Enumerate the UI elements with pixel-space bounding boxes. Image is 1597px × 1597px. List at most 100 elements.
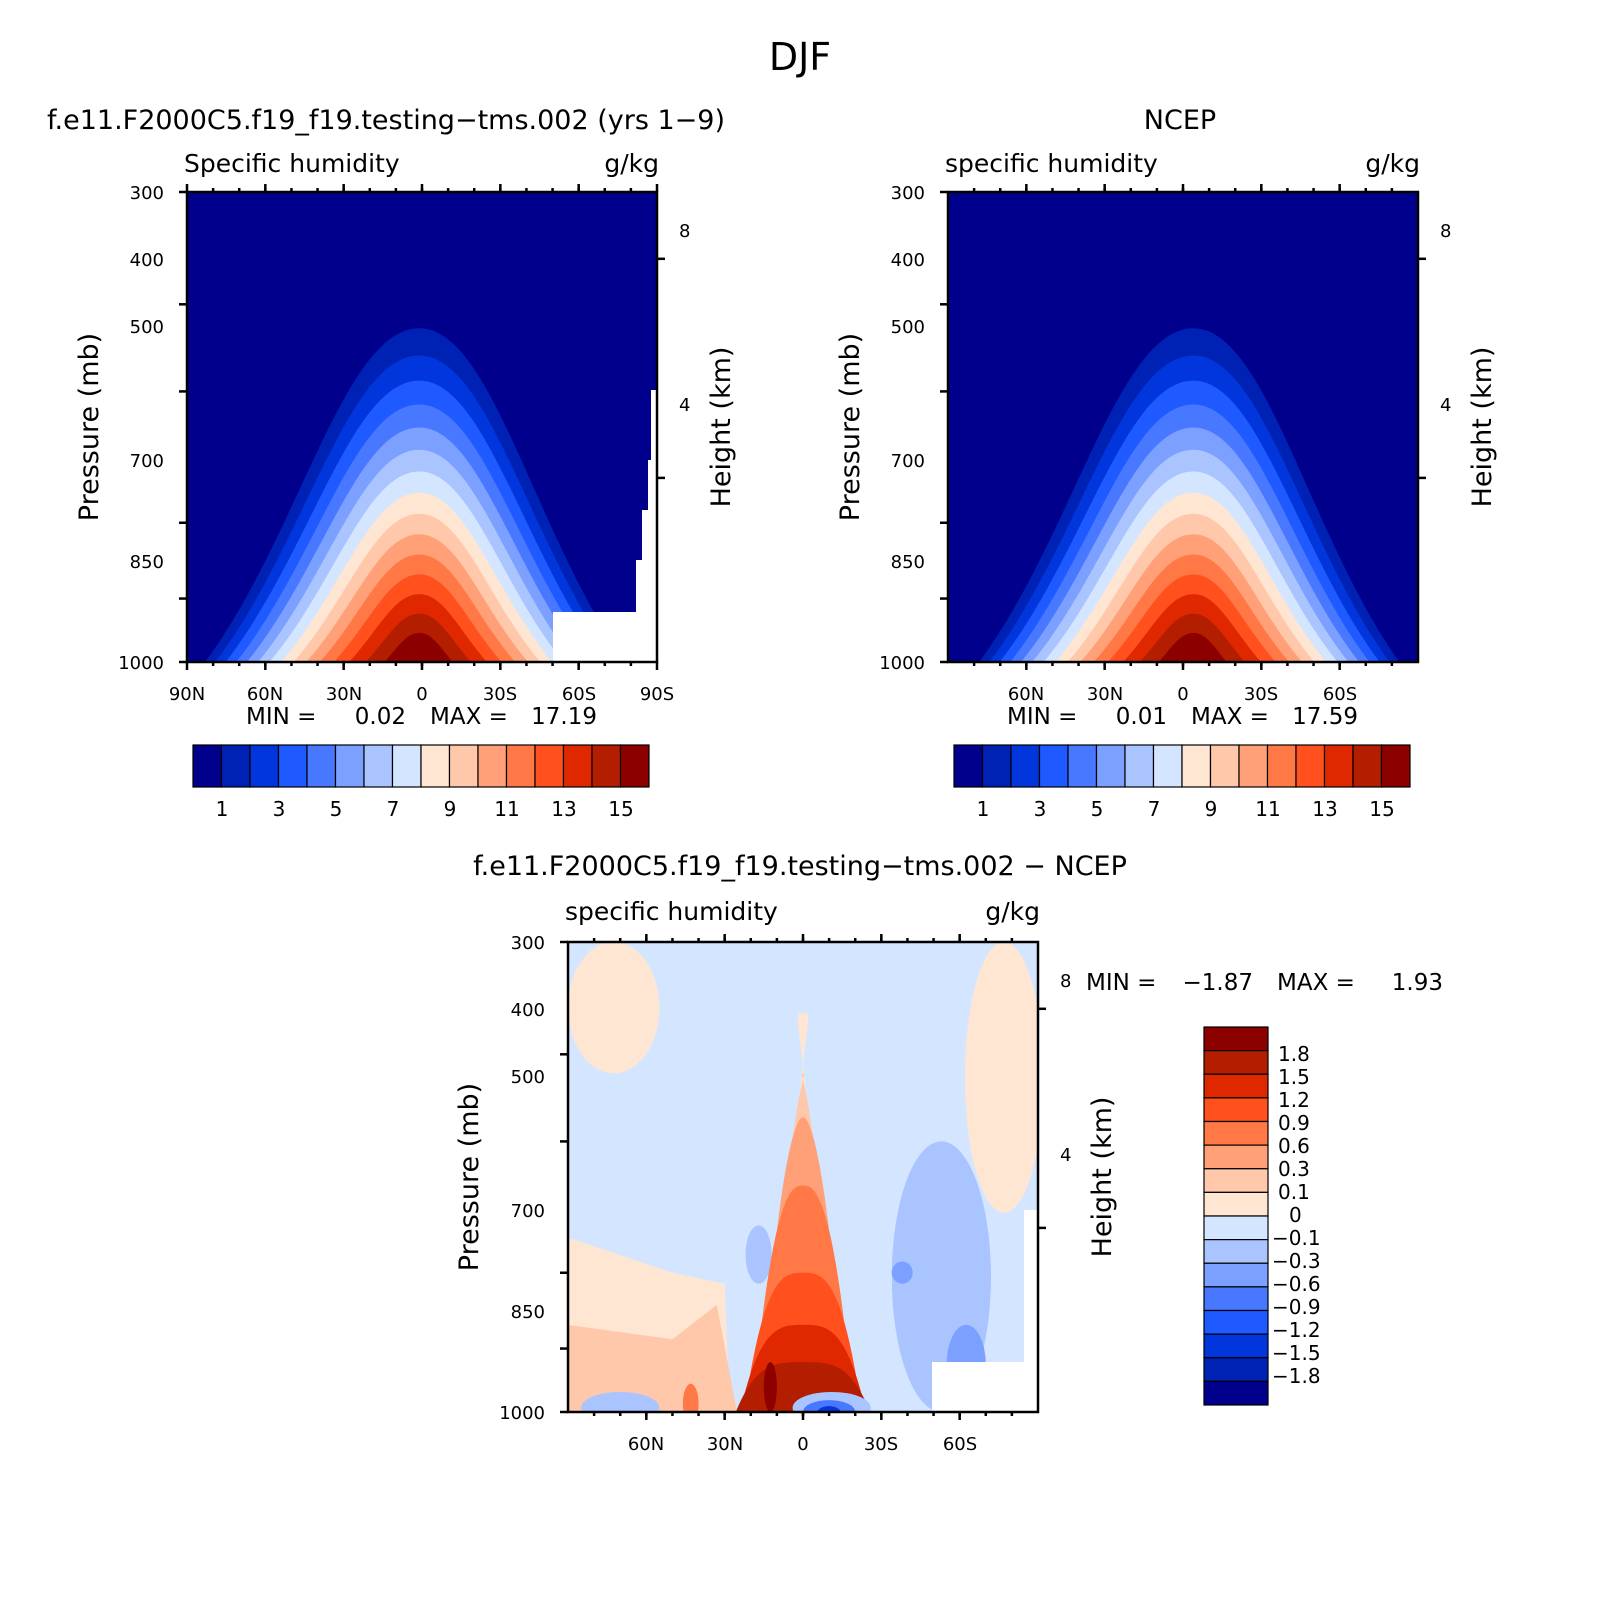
panel-model-missing-edge — [636, 390, 657, 612]
colorbar-box — [1238, 744, 1269, 788]
y-tick-700: 700 — [891, 451, 925, 472]
cbar-label: −1.5 — [1272, 1341, 1321, 1365]
cbar-label: 1.2 — [1278, 1088, 1310, 1112]
panel-model: f.e11.F2000C5.f19_f19.testing−tms.002 (y… — [47, 105, 737, 821]
figure-title: DJF — [769, 35, 831, 79]
panel-diff-ticks — [560, 934, 1046, 1420]
cbar-label: 5 — [1091, 797, 1104, 821]
panel-diff-colorbar — [1203, 1026, 1269, 1406]
cbar-label: 5 — [330, 797, 343, 821]
cbar-label: 9 — [1205, 797, 1218, 821]
colorbar-box — [220, 744, 251, 788]
colorbar-box — [1067, 744, 1098, 788]
colorbar-box — [1323, 744, 1354, 788]
contour-region — [803, 1400, 856, 1412]
colorbar-box — [1203, 1144, 1269, 1170]
colorbar-box — [1203, 1333, 1269, 1359]
x-tick-0: 0 — [797, 1434, 808, 1455]
colorbar-box — [1010, 744, 1041, 788]
colorbar-box — [534, 744, 565, 788]
x-tick-60S: 60S — [562, 684, 596, 705]
panel-diff-title: f.e11.F2000C5.f19_f19.testing−tms.002 − … — [473, 851, 1127, 882]
colorbar-box — [334, 744, 365, 788]
colorbar-box — [448, 744, 479, 788]
right-tick-4: 4 — [1060, 1145, 1071, 1166]
colorbar-box — [1203, 1050, 1269, 1075]
colorbar-box — [1038, 744, 1069, 788]
max-value: 17.19 — [531, 704, 597, 730]
min-value: −1.87 — [1183, 970, 1253, 996]
y-axis-right-label: Height (km) — [706, 347, 737, 508]
colorbar-box — [1295, 744, 1326, 788]
panel-diff-units: g/kg — [985, 897, 1040, 926]
cbar-label: −0.1 — [1272, 1226, 1321, 1250]
colorbar-box — [1203, 1120, 1269, 1146]
y-tick-300: 300 — [130, 183, 164, 204]
right-tick-8: 8 — [1060, 971, 1071, 992]
y-tick-400: 400 — [511, 1000, 545, 1021]
contour-band — [1158, 632, 1227, 662]
panel-difference: f.e11.F2000C5.f19_f19.testing−tms.002 − … — [454, 851, 1443, 1455]
colorbar-box — [1203, 1097, 1269, 1123]
colorbar-box — [619, 744, 650, 788]
cbar-label: 9 — [444, 797, 457, 821]
colorbar-box — [477, 744, 508, 788]
y-tick-700: 700 — [130, 451, 164, 472]
y-tick-850: 850 — [891, 552, 925, 573]
colorbar-box — [1352, 744, 1383, 788]
cbar-label: 0.1 — [1278, 1180, 1310, 1204]
cbar-label: 1.8 — [1278, 1042, 1310, 1066]
colorbar-box — [1380, 744, 1411, 788]
x-tick-60N: 60N — [628, 1434, 664, 1455]
panel-ncep-units: g/kg — [1365, 149, 1420, 178]
x-tick-30N: 30N — [1087, 684, 1123, 705]
y-tick-1000: 1000 — [879, 653, 925, 674]
cbar-label: 0.6 — [1278, 1134, 1310, 1158]
contour-region — [745, 1225, 772, 1284]
contour-region — [568, 1304, 737, 1412]
contour-region — [568, 942, 660, 1074]
colorbar-box — [1209, 744, 1240, 788]
contour-band — [384, 632, 453, 662]
cbar-label: 15 — [1369, 797, 1394, 821]
cbar-label: 0.9 — [1278, 1111, 1310, 1135]
y-tick-500: 500 — [130, 317, 164, 338]
panel-diff-missing-edge — [1024, 1210, 1038, 1412]
colorbar-box — [1203, 1239, 1269, 1264]
x-tick-90N: 90N — [169, 684, 205, 705]
panel-diff-contours — [568, 942, 1038, 1412]
x-tick-60N: 60N — [1008, 684, 1044, 705]
colorbar-box — [1203, 1380, 1269, 1406]
x-tick-60S: 60S — [1323, 684, 1357, 705]
y-tick-300: 300 — [511, 933, 545, 954]
right-tick-8: 8 — [1440, 221, 1451, 242]
x-tick-30N: 30N — [707, 1434, 743, 1455]
colorbar-box — [363, 744, 394, 788]
cbar-label: −0.3 — [1272, 1249, 1321, 1273]
panel-model-colorbar — [192, 744, 650, 788]
contour-region — [964, 942, 1038, 1213]
contour-region — [816, 1406, 842, 1412]
panel-model-units: g/kg — [604, 149, 659, 178]
cbar-label: −1.2 — [1272, 1318, 1321, 1342]
y-tick-700: 700 — [511, 1201, 545, 1222]
min-value: 0.02 — [355, 704, 406, 730]
y-tick-1000: 1000 — [499, 1403, 545, 1424]
panel-ncep-ticks — [940, 184, 1426, 670]
y-axis-label: Pressure (mb) — [454, 1083, 485, 1271]
x-tick-30S: 30S — [864, 1434, 898, 1455]
cbar-label: 1 — [216, 797, 229, 821]
panel-ncep-title: NCEP — [1144, 105, 1216, 136]
panel-ncep-colorbar — [953, 744, 1411, 788]
colorbar-box — [1203, 1191, 1269, 1217]
colorbar-box — [249, 744, 280, 788]
x-tick-30S: 30S — [483, 684, 517, 705]
y-tick-400: 400 — [130, 250, 164, 271]
cbar-label: 1.5 — [1278, 1065, 1310, 1089]
right-tick-8: 8 — [679, 221, 690, 242]
colorbar-box — [981, 744, 1012, 788]
colorbar-box — [1124, 744, 1155, 788]
cbar-label: 11 — [494, 797, 519, 821]
cbar-label: −0.9 — [1272, 1295, 1321, 1319]
max-label: MAX = — [1277, 970, 1355, 996]
